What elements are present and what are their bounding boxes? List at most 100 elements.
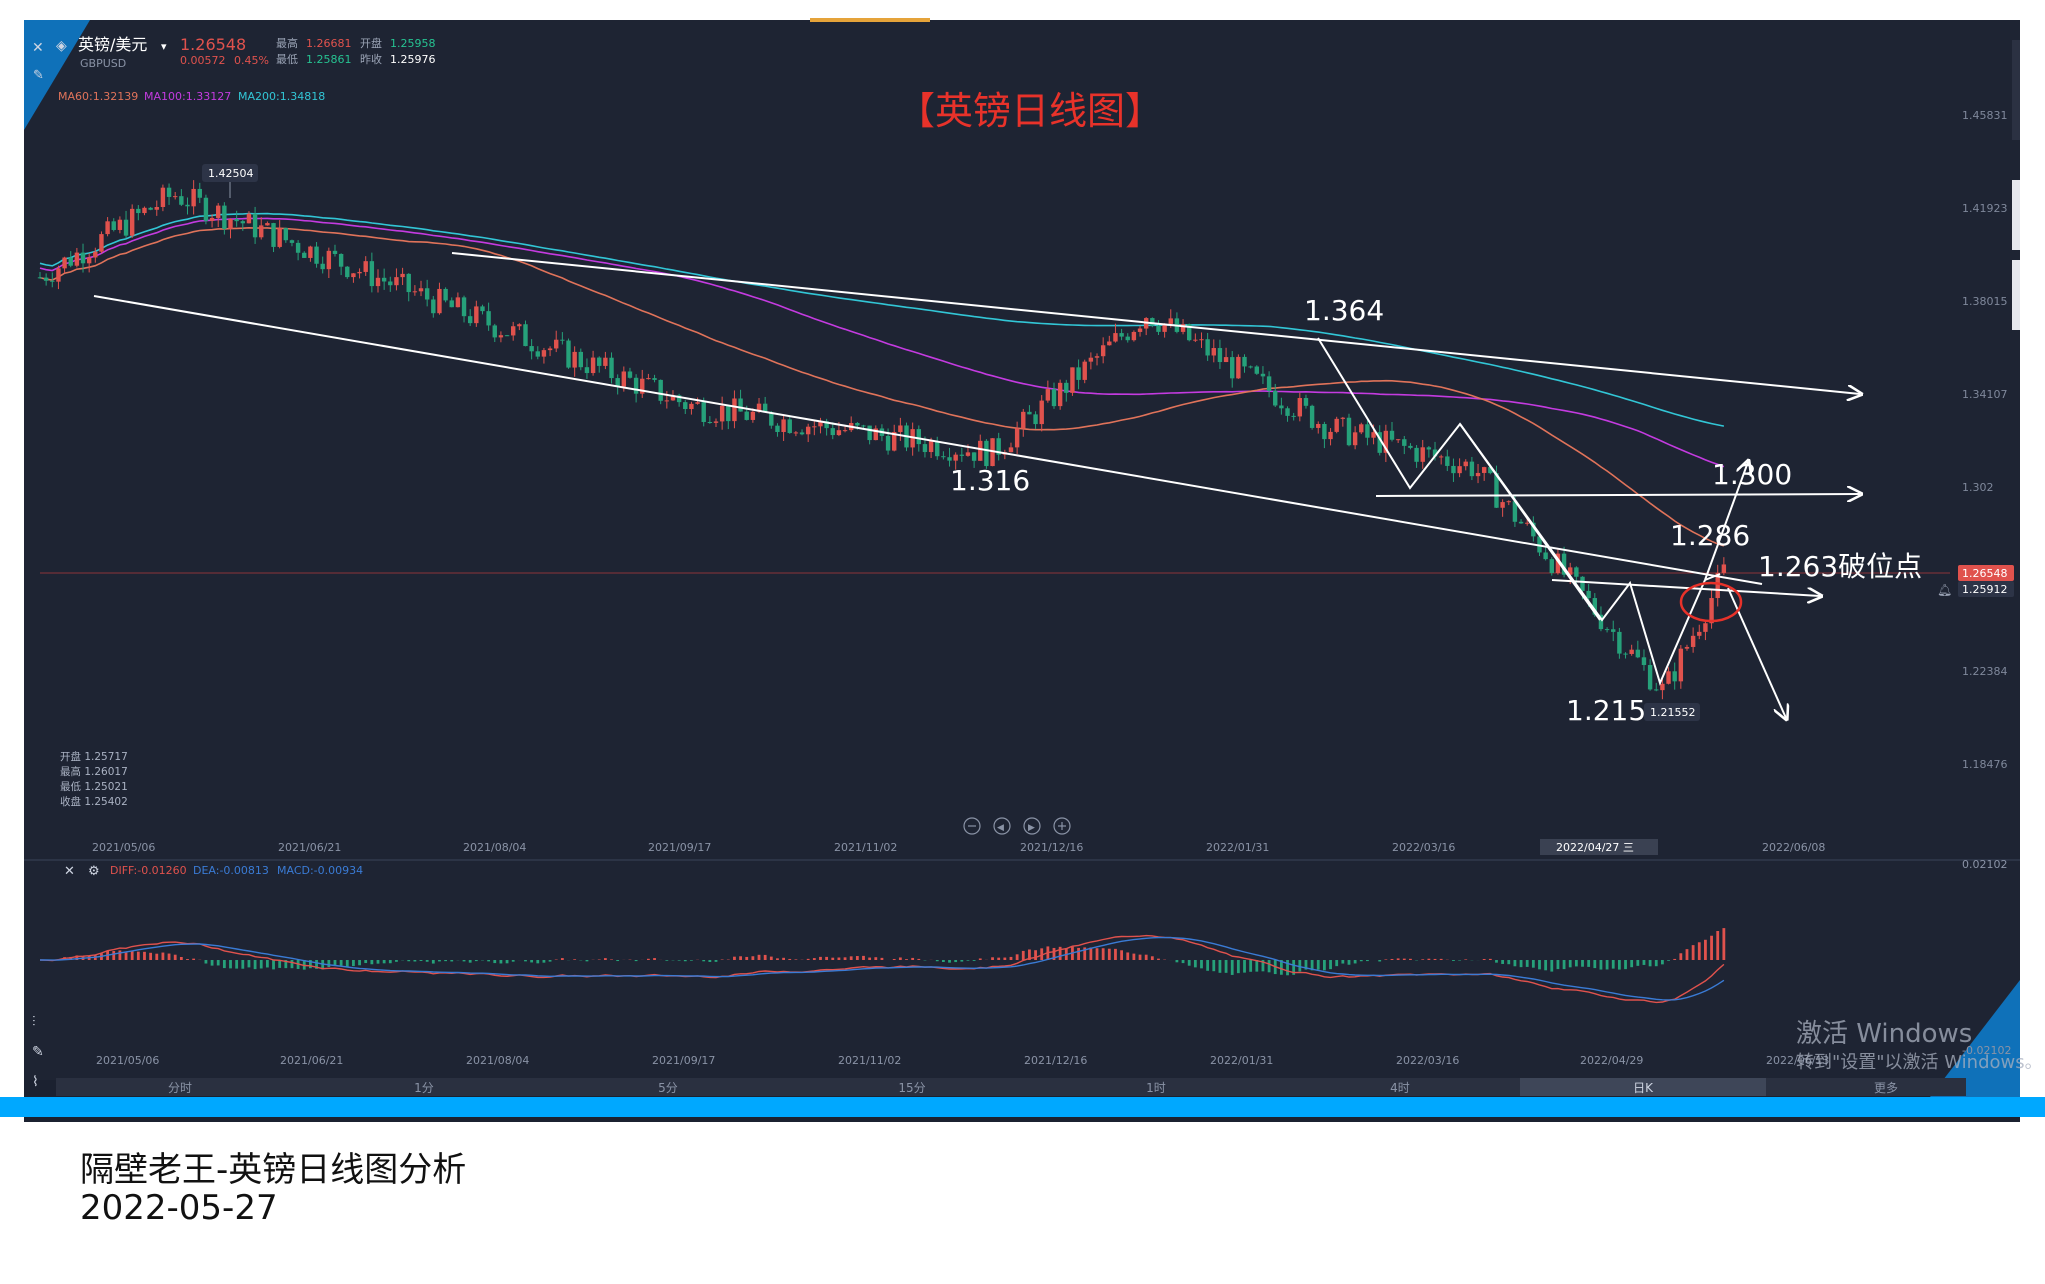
macd-bar	[1323, 960, 1326, 971]
candle	[1021, 411, 1026, 429]
candle	[295, 242, 301, 253]
macd-bar	[1083, 947, 1087, 960]
macd-x-tick: 2021/05/06	[96, 1054, 159, 1067]
candle	[1703, 623, 1708, 632]
candle	[43, 277, 49, 281]
macd-bar	[284, 960, 288, 969]
tab-1hour[interactable]: 1时	[1146, 1081, 1166, 1095]
candle	[928, 441, 934, 453]
macd-bar	[474, 960, 478, 962]
candle	[1266, 376, 1272, 391]
candle	[738, 398, 743, 412]
chart-type-icon[interactable]: ⌇	[32, 1074, 39, 1090]
bell-icon[interactable]: 🔔︎	[1937, 583, 1952, 597]
tab-15min[interactable]: 15分	[898, 1081, 925, 1095]
candle	[787, 419, 792, 434]
edit-icon[interactable]: ✎	[33, 68, 44, 83]
candle	[726, 405, 731, 422]
candle	[363, 261, 368, 272]
indicator-icon[interactable]: ⫶	[32, 1014, 36, 1030]
close-macd-icon[interactable]: ✕	[64, 864, 75, 879]
macd-bar	[935, 960, 939, 962]
macd-bar	[745, 956, 749, 960]
candle	[1107, 341, 1112, 346]
macd-bar	[1175, 960, 1179, 963]
candle	[1414, 447, 1419, 462]
candle	[1008, 447, 1014, 453]
macd-bar	[892, 958, 896, 960]
macd-bar	[173, 954, 177, 960]
macd-bar	[444, 960, 447, 962]
close-icon[interactable]: ✕	[32, 40, 44, 56]
candle	[74, 252, 80, 266]
macd-x-tick: 2022/03/16	[1396, 1054, 1459, 1067]
lower-channel-line	[93, 295, 1763, 585]
ma60-line	[39, 226, 1725, 547]
candle	[560, 339, 565, 341]
candle	[1672, 671, 1677, 682]
candle	[935, 441, 940, 457]
macd-bar	[1458, 960, 1461, 961]
candle	[449, 300, 454, 308]
x-tick-label: 2021/06/21	[278, 841, 341, 854]
macd-bar	[677, 960, 681, 961]
tab-daily[interactable]: 日K	[1633, 1081, 1654, 1095]
tab-more[interactable]: 更多	[1874, 1081, 1898, 1095]
high-marker: 1.42504	[208, 167, 254, 180]
x-tick-label: 2021/05/06	[92, 841, 155, 854]
macd-bar	[1009, 956, 1013, 960]
scroll-right-icon[interactable]	[1023, 817, 1041, 835]
support-1300-line	[1375, 494, 1860, 496]
macd-bar	[794, 959, 798, 960]
macd-bar	[1624, 960, 1627, 970]
macd-bar	[1402, 958, 1406, 960]
tab-4hour[interactable]: 4时	[1390, 1081, 1410, 1095]
chevron-down-icon[interactable]: ▾	[161, 40, 167, 53]
macd-bar	[118, 950, 122, 960]
tab-1min[interactable]: 1分	[414, 1081, 434, 1095]
macd-bar	[259, 960, 263, 969]
zoom-in-icon[interactable]	[1053, 817, 1071, 835]
macd-bar	[1021, 950, 1025, 960]
macd-bar	[1587, 960, 1591, 967]
macd-bar	[1679, 953, 1683, 960]
tab-5min[interactable]: 5分	[658, 1081, 678, 1095]
candle	[1623, 653, 1628, 655]
candle	[1518, 521, 1524, 524]
tab-timeshare[interactable]: 分时	[168, 1081, 192, 1095]
macd-bar	[1132, 953, 1136, 960]
zigzag-path-1	[1317, 337, 1706, 686]
candle	[1359, 424, 1364, 433]
candle	[971, 452, 977, 461]
candle	[1592, 598, 1597, 615]
macd-bar	[1464, 959, 1468, 960]
candle	[695, 402, 700, 404]
candle	[1045, 389, 1051, 401]
macd-bar	[788, 958, 792, 960]
breakpoint-circle	[1679, 581, 1743, 623]
candle	[283, 228, 289, 241]
macd-bar	[364, 960, 368, 964]
low-label: 最低	[276, 53, 298, 66]
pen-icon[interactable]: ✎	[32, 1044, 44, 1060]
settings-icon[interactable]: ⚙	[88, 864, 100, 879]
macd-x-tick: 2022/06/13	[1766, 1054, 1829, 1067]
candle	[922, 444, 928, 453]
zoom-out-icon[interactable]	[963, 817, 981, 835]
macd-bar	[75, 955, 79, 960]
x-tick-label: 2022/06/08	[1762, 841, 1825, 854]
symbol-name[interactable]: 英镑/美元	[78, 35, 147, 54]
scroll-left-icon[interactable]	[993, 817, 1011, 835]
candle	[1070, 367, 1075, 393]
candle	[173, 196, 178, 198]
chart-title: 【英镑日线图】	[897, 89, 1163, 133]
macd-bar	[941, 960, 945, 963]
prev-close-label: 昨收	[360, 52, 382, 66]
macd-bar	[690, 960, 693, 961]
macd-bar	[1058, 946, 1062, 960]
y-tick-label: 1.45831	[1962, 109, 2008, 122]
candle	[670, 395, 676, 401]
macd-bar	[1230, 960, 1234, 975]
macd-bar	[825, 956, 829, 960]
